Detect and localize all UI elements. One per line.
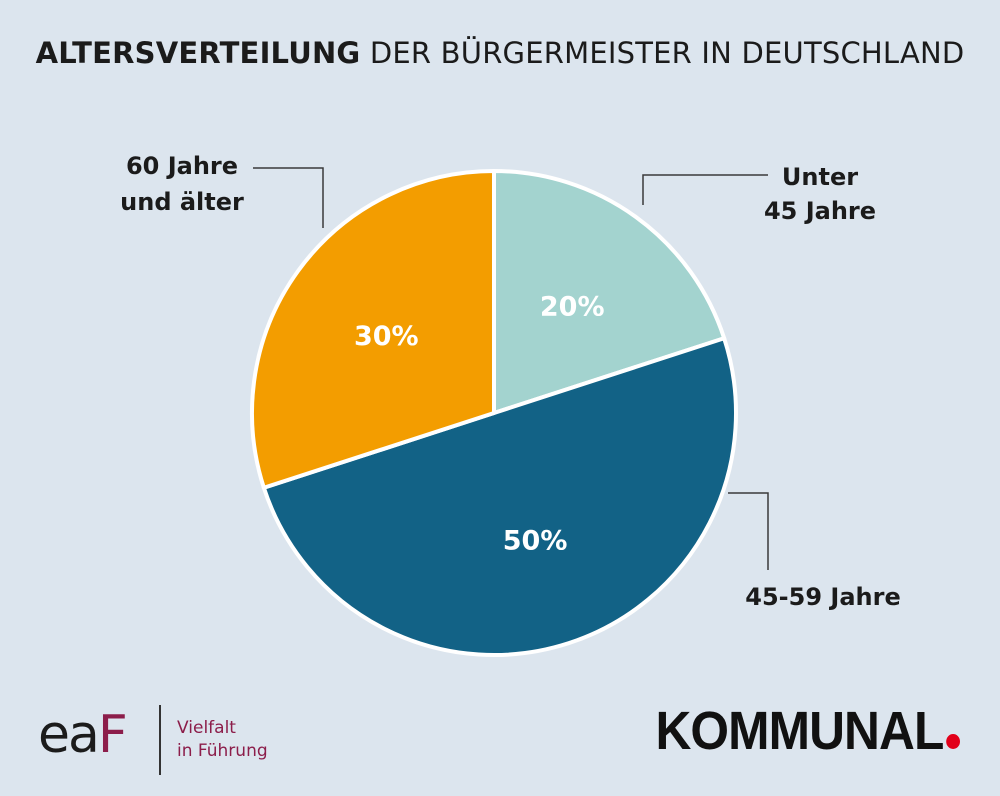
- leader-line-unter-45-jahre: [642, 174, 768, 205]
- slice-label-60-jahre-und-lter-line1: 60 Jahre: [126, 152, 238, 180]
- eaf-tagline-line2: in Führung: [177, 741, 268, 761]
- title-rest: DER BÜRGERMEISTER IN DEUTSCHLAND: [360, 36, 965, 70]
- slice-label-45-59-jahre-line1: 45-59 Jahre: [745, 583, 900, 611]
- pie-slice-60-jahre-und-lter: [249, 169, 496, 490]
- leader-line-45-59-jahre: [728, 492, 769, 570]
- slice-labels: 20% Unter 45 Jahre 50% 45-59 Jahre 30% 60 Jahr…: [120, 152, 901, 611]
- eaf-logo-mark: eaF: [38, 705, 128, 765]
- pie-slices: [249, 169, 738, 657]
- slice-label-unter-45-jahre-line1: Unter: [782, 163, 858, 191]
- pie-slice-45-59-jahre: [261, 336, 738, 657]
- eaf-logo: eaF Vielfalt in Führung: [38, 703, 278, 779]
- slice-value-60-jahre-und-lter: 30%: [354, 321, 419, 352]
- eaf-logo-divider: [159, 705, 161, 775]
- leader-lines: [253, 167, 769, 570]
- eaf-tagline-line1: Vielfalt: [177, 718, 236, 738]
- kommunal-logo-dot: [946, 734, 960, 749]
- title-bold: ALTERSVERTEILUNG: [35, 36, 361, 70]
- slice-label-60-jahre-und-lter-line2: und älter: [120, 188, 244, 216]
- slice-label-unter-45-jahre-line2: 45 Jahre: [764, 197, 876, 225]
- kommunal-logo-text: KOMMUNAL: [655, 701, 945, 761]
- slice-value-45-59-jahre: 50%: [503, 526, 568, 557]
- chart-title: ALTERSVERTEILUNG DER BÜRGERMEISTER IN DE…: [0, 36, 1000, 70]
- slice-value-unter-45-jahre: 20%: [540, 291, 605, 322]
- leader-line-60-jahre-und-lter: [253, 167, 324, 228]
- pie-slice-unter-45-jahre: [492, 169, 727, 415]
- kommunal-logo: KOMMUNAL: [656, 704, 960, 758]
- eaf-tagline: Vielfalt in Führung: [177, 717, 268, 763]
